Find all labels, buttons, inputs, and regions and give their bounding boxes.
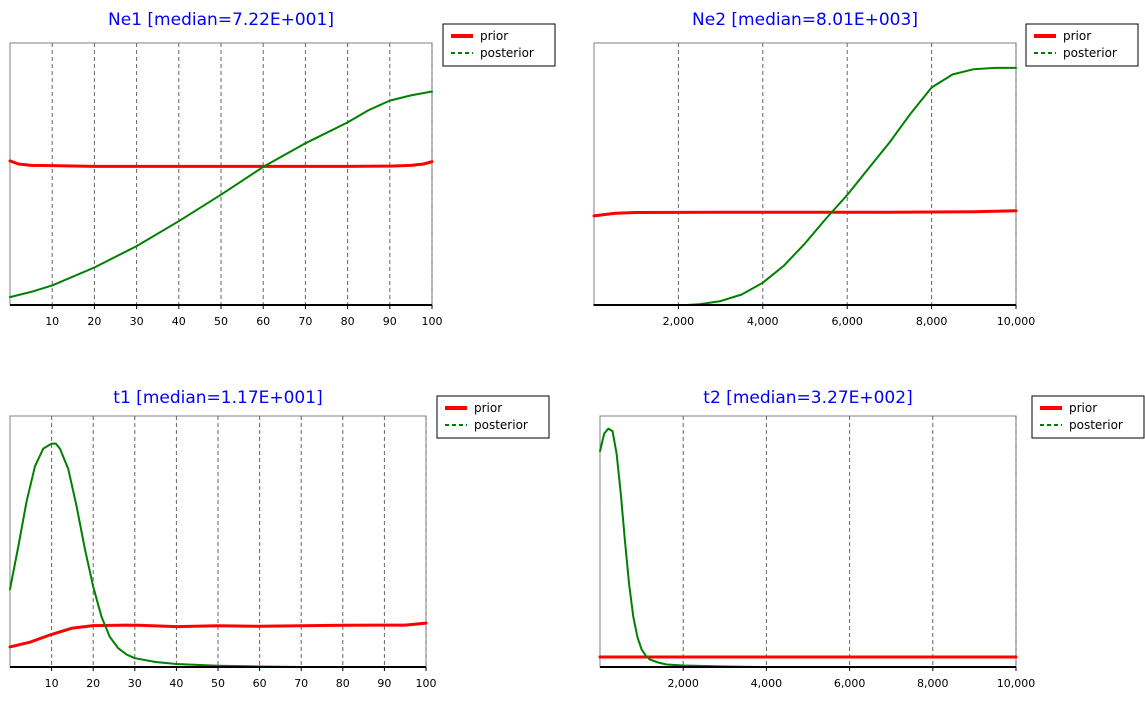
x-tick-label: 30 — [128, 677, 142, 690]
x-tick-label: 80 — [336, 677, 350, 690]
chart-ne1: Ne1 [median=7.22E+001] 10 20 30 40 50 60 70 80 90… — [8, 10, 556, 328]
x-tick-label: 100 — [416, 677, 437, 690]
x-tick-label: 20 — [86, 677, 100, 690]
legend-box — [1025, 23, 1139, 67]
series-line-posterior — [9, 90, 433, 299]
x-tick-label: 2,000 — [663, 315, 695, 328]
plot-area — [599, 415, 1017, 668]
x-tick-label: 8,000 — [916, 315, 948, 328]
series-line-posterior — [599, 427, 760, 668]
x-tick-label: 50 — [211, 677, 225, 690]
x-tick-label: 40 — [172, 315, 186, 328]
x-tick-label: 4,000 — [747, 315, 779, 328]
x-tick-label: 90 — [383, 315, 397, 328]
legend-label: posterior — [1069, 418, 1123, 432]
x-tick-label: 6,000 — [831, 315, 863, 328]
x-tick-label: 20 — [87, 315, 101, 328]
chart-title: t1 [median=1.17E+001] — [113, 388, 322, 408]
legend-label: prior — [1069, 401, 1097, 415]
legend: prior posterior — [436, 395, 550, 439]
legend: prior posterior — [442, 23, 556, 67]
chart-title: Ne2 [median=8.01E+003] — [692, 10, 918, 30]
legend-box — [436, 395, 550, 439]
legend-label: posterior — [480, 46, 534, 60]
x-tick-label: 100 — [422, 315, 443, 328]
series-line-prior — [592, 209, 1018, 218]
x-tick-label: 10,000 — [997, 677, 1036, 690]
x-tick-label: 70 — [298, 315, 312, 328]
chart-t1: t1 [median=1.17E+001] 10 20 30 40 50 60 70 80 90 1… — [8, 388, 550, 690]
x-tick-label: 4,000 — [751, 677, 783, 690]
x-tick-label: 2,000 — [667, 677, 699, 690]
x-tick-label: 6,000 — [834, 677, 866, 690]
legend-label: posterior — [474, 418, 528, 432]
x-tick-label: 10 — [45, 677, 59, 690]
legend-box — [442, 23, 556, 67]
x-tick-label: 10 — [45, 315, 59, 328]
x-tick-label: 8,000 — [917, 677, 949, 690]
legend-label: posterior — [1063, 46, 1117, 60]
chart-t2: t2 [median=3.27E+002] 2,000 4,000 6,000 8,00… — [598, 388, 1145, 690]
x-tick-label: 80 — [341, 315, 355, 328]
legend: prior posterior — [1031, 395, 1145, 439]
legend-label: prior — [474, 401, 502, 415]
chart-title: t2 [median=3.27E+002] — [703, 388, 912, 408]
series-line-prior — [8, 159, 434, 168]
x-tick-label: 10,000 — [997, 315, 1036, 328]
legend-label: prior — [480, 29, 508, 43]
legend-box — [1031, 395, 1145, 439]
series-line-prior — [8, 621, 428, 649]
x-tick-label: 60 — [256, 315, 270, 328]
series-line-posterior — [9, 442, 303, 668]
chart-ne2: Ne2 [median=8.01E+003] 2,000 4,000 6,000 8,0… — [592, 10, 1139, 328]
plot-area — [9, 42, 433, 306]
x-tick-label: 60 — [253, 677, 267, 690]
chart-title: Ne1 [median=7.22E+001] — [108, 10, 334, 30]
plot-area — [593, 42, 1017, 306]
x-tick-label: 90 — [377, 677, 391, 690]
legend: prior posterior — [1025, 23, 1139, 67]
x-tick-label: 30 — [130, 315, 144, 328]
legend-label: prior — [1063, 29, 1091, 43]
series-line-posterior — [593, 66, 1017, 306]
x-tick-label: 50 — [214, 315, 228, 328]
x-tick-label: 40 — [169, 677, 183, 690]
x-tick-label: 70 — [294, 677, 308, 690]
